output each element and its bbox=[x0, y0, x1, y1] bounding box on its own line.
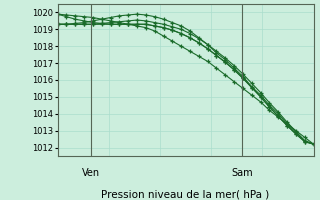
Text: Pression niveau de la mer( hPa ): Pression niveau de la mer( hPa ) bbox=[101, 189, 270, 199]
Text: Ven: Ven bbox=[82, 168, 100, 178]
Text: Sam: Sam bbox=[231, 168, 253, 178]
